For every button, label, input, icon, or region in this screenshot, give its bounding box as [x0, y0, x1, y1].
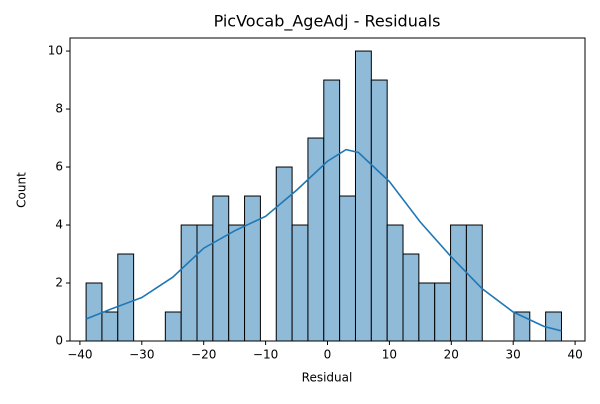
y-axis-label: Count — [15, 172, 29, 208]
bar — [450, 224, 467, 342]
bar — [196, 224, 214, 342]
bar — [101, 311, 119, 342]
bar — [275, 166, 293, 342]
bar — [402, 253, 420, 342]
bar — [180, 224, 198, 342]
bar — [339, 195, 356, 342]
y-tick-label: 2 — [55, 276, 63, 290]
bar — [212, 195, 230, 342]
chart-title: PicVocab_AgeAdj - Residuals — [214, 12, 441, 32]
x-tick-label: −10 — [253, 348, 278, 362]
y-tick-label: 4 — [55, 218, 63, 232]
bar — [434, 282, 452, 342]
y-tick-label: 0 — [55, 334, 63, 348]
bar — [291, 224, 309, 342]
x-tick-label: 30 — [506, 348, 521, 362]
x-tick-label: 20 — [444, 348, 459, 362]
x-tick-label: 0 — [324, 348, 332, 362]
bar — [465, 224, 483, 342]
bar — [244, 195, 261, 342]
y-tick-label: 10 — [48, 44, 63, 58]
x-tick-label: 10 — [382, 348, 397, 362]
bar — [117, 253, 135, 342]
x-tick-label: −40 — [67, 348, 92, 362]
bar — [545, 311, 562, 342]
y-tick-label: 6 — [55, 160, 63, 174]
x-axis-label: Residual — [302, 371, 353, 385]
y-tick-label: 8 — [55, 102, 63, 116]
bar — [418, 282, 436, 342]
bar — [307, 137, 325, 342]
bar — [164, 311, 182, 342]
bar — [370, 79, 388, 342]
x-tick-label: −30 — [129, 348, 154, 362]
bar — [354, 50, 372, 342]
bar — [323, 79, 341, 342]
x-tick-label: 40 — [567, 348, 582, 362]
bar — [228, 224, 246, 342]
x-tick-label: −20 — [191, 348, 216, 362]
bar — [85, 282, 103, 342]
bar — [386, 224, 404, 342]
kde-line — [85, 148, 562, 332]
